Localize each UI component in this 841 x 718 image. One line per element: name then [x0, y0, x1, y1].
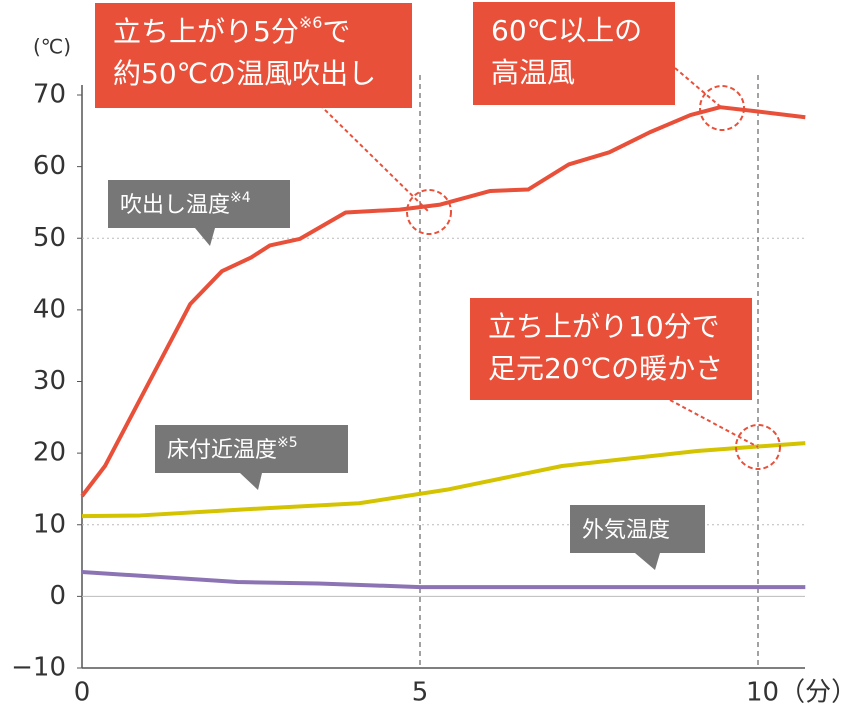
- label-box: [155, 425, 348, 473]
- y-unit: (℃): [33, 35, 71, 59]
- y-tick-label: −10: [11, 653, 66, 683]
- annotation-box: [473, 2, 675, 105]
- y-tick-label: 70: [33, 80, 66, 110]
- series-line: [80, 105, 806, 498]
- series-name: 外気温度: [582, 518, 670, 543]
- annotation-text: 高温風: [491, 56, 575, 89]
- leader-line: [669, 399, 759, 448]
- highlight-circle: [735, 424, 781, 470]
- label-tail: [195, 228, 215, 246]
- y-tick-label: 50: [33, 223, 66, 253]
- y-tick-label: 20: [33, 438, 66, 468]
- leader-line: [674, 67, 723, 109]
- series-line: [81, 441, 806, 519]
- x-tick-label: 5: [412, 678, 429, 708]
- label-tail: [240, 473, 262, 490]
- highlight-circle: [406, 189, 452, 235]
- annotation-part: 高温風: [491, 56, 575, 89]
- y-tick-label: 30: [33, 366, 66, 396]
- annotation-box: [470, 298, 752, 400]
- annotation-part: で: [322, 15, 350, 48]
- highlight-circle: [699, 85, 745, 131]
- series-label: 外気温度: [570, 505, 705, 570]
- y-tick-label: 0: [49, 581, 66, 611]
- label-box: [570, 505, 705, 553]
- label-text: 外気温度: [582, 518, 670, 543]
- series-note: ※5: [277, 435, 298, 451]
- series-label: 吹出し温度※4: [108, 180, 290, 246]
- label-text: 吹出し温度※4: [120, 190, 251, 218]
- label-text: 床付近温度※5: [167, 435, 298, 463]
- annotation-part: 約50℃の温風吹出し: [113, 57, 376, 90]
- annotation-text: 約50℃の温風吹出し: [113, 57, 376, 90]
- label-box: [108, 180, 290, 228]
- series-name: 床付近温度: [167, 438, 277, 463]
- annotation-box: [95, 3, 412, 108]
- leader-line: [319, 104, 430, 213]
- annotation-part: 足元20℃の暖かさ: [488, 352, 723, 385]
- series-name: 吹出し温度: [120, 193, 230, 218]
- annotation-text: 足元20℃の暖かさ: [488, 352, 723, 385]
- series-line: [81, 570, 806, 590]
- annotation-note: ※6: [299, 13, 323, 32]
- x-tick-label: 0: [74, 678, 91, 708]
- annotation-part: 立ち上がり5分: [113, 15, 299, 48]
- y-tick-label: 40: [33, 294, 66, 324]
- label-tail: [635, 553, 660, 570]
- y-tick-label: 10: [33, 509, 66, 539]
- series-note: ※4: [230, 190, 251, 206]
- annotation-part: 立ち上がり10分で: [488, 310, 720, 343]
- annotation-part: 60℃以上の: [491, 14, 642, 47]
- annotation-text: 立ち上がり5分※6で: [113, 13, 350, 49]
- series-label: 床付近温度※5: [155, 425, 348, 490]
- y-tick-label: 60: [33, 151, 66, 181]
- annotation-text: 立ち上がり10分で: [488, 310, 720, 343]
- annotation-text: 60℃以上の: [491, 14, 642, 47]
- x-tick-label: 10（分）: [746, 678, 841, 708]
